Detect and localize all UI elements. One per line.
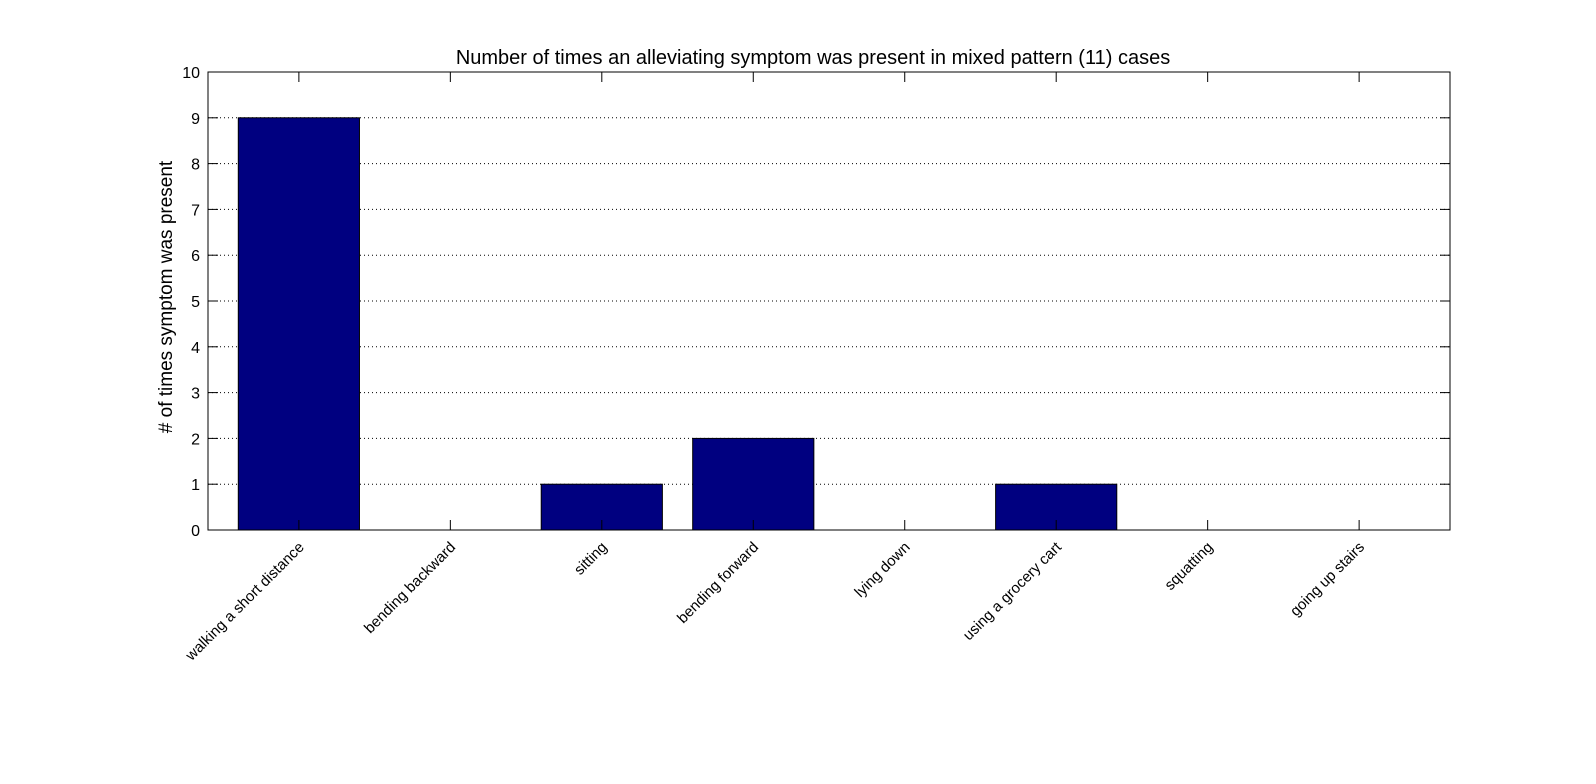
x-tick-label: bending forward (674, 539, 762, 627)
y-tick-label: 4 (191, 340, 200, 357)
y-tick-labels: 0 1 2 3 4 5 6 7 8 9 10 (182, 65, 200, 540)
chart-title: Number of times an alleviating symptom w… (456, 47, 1170, 69)
axis-ticks (208, 71, 1450, 531)
x-tick-label: walking a short distance (182, 539, 308, 665)
y-tick-label: 2 (191, 431, 200, 448)
bar (237, 117, 360, 531)
x-tick-label: using a grocery cart (960, 538, 1066, 644)
y-tick-label: 0 (191, 523, 200, 540)
y-tick-label: 10 (182, 65, 200, 82)
bars (237, 117, 1118, 531)
y-tick-label: 3 (191, 386, 200, 403)
y-tick-label: 9 (191, 111, 200, 128)
y-tick-label: 6 (191, 248, 200, 265)
y-tick-label: 1 (191, 477, 200, 494)
y-tick-label: 8 (191, 157, 200, 174)
x-tick-label: lying down (851, 539, 913, 601)
grid-lines (208, 117, 1450, 485)
y-tick-label: 5 (191, 294, 200, 311)
x-tick-labels: walking a short distance bending backward… (182, 538, 1368, 665)
x-tick-label: going up stairs (1287, 539, 1368, 620)
y-axis-label: # of times symptom was present (156, 160, 177, 433)
x-tick-label: bending backward (361, 539, 459, 637)
x-tick-label: sitting (571, 539, 611, 579)
y-tick-label: 7 (191, 202, 200, 219)
x-tick-label: squatting (1161, 539, 1216, 594)
bar (692, 437, 815, 531)
